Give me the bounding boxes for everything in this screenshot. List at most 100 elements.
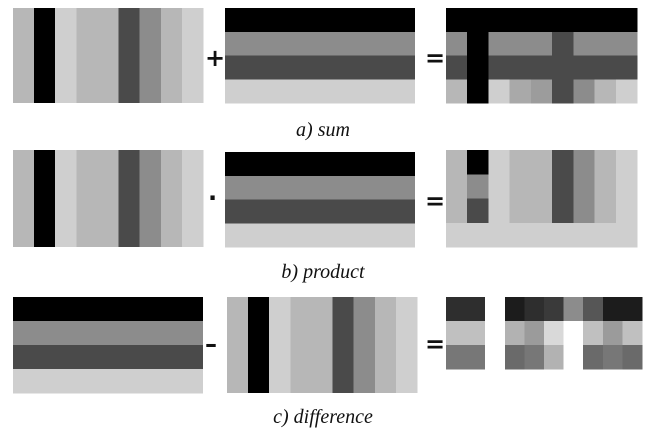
sum-result-cell-0-8: [615, 8, 638, 33]
product-result-cell-2-5: [552, 198, 574, 224]
product-result-cell-1-8: [615, 174, 638, 199]
product-result-cell-2-3: [509, 198, 532, 224]
difference-mid-stripe-7: [374, 297, 397, 393]
product-caption: b) product: [281, 261, 365, 283]
sum-result-cell-2-8: [615, 55, 638, 80]
sum-result-cell-0-0: [446, 8, 468, 33]
product-result-cell-3-7: [594, 222, 617, 248]
difference-result-cell-0-9: [622, 297, 643, 322]
sum-result-cell-1-6: [573, 31, 596, 56]
product-vertical-stripes-panel: [13, 150, 204, 247]
sum-result-cell-0-6: [573, 8, 596, 33]
product-result-panel: [446, 150, 638, 248]
difference-operator: –: [205, 330, 217, 358]
sum-result-cell-2-6: [573, 55, 596, 80]
difference-result-cell-1-8: [602, 321, 623, 346]
difference-result-cell-2-6: [563, 345, 584, 370]
difference-result-cell-1-3: [504, 321, 525, 346]
sum-result-cell-2-3: [509, 55, 532, 80]
sum-result-cell-3-6: [573, 79, 596, 104]
product-mid-band-3: [225, 223, 415, 248]
product-result-cell-2-2: [488, 198, 511, 224]
sum-result-panel: [446, 8, 638, 104]
product-result-cell-2-0: [446, 198, 468, 224]
difference-result-cell-0-1: [465, 297, 486, 322]
difference-mid-stripe-6: [353, 297, 376, 393]
row-sum: + = a) sum: [13, 8, 638, 141]
difference-left-band-0: [13, 297, 203, 322]
difference-equals: =: [425, 330, 445, 358]
difference-result-cell-0-3: [504, 297, 525, 322]
product-result-cell-0-7: [594, 150, 617, 175]
product-result-cell-3-0: [446, 222, 468, 248]
sum-result-cell-0-1: [467, 8, 489, 33]
product-left-stripe-8: [181, 150, 204, 247]
product-result-cell-3-4: [530, 222, 553, 248]
difference-result-cell-0-2: [485, 297, 506, 322]
sum-result-cell-0-2: [488, 8, 511, 33]
difference-result-cell-2-1: [465, 345, 486, 370]
product-result-cell-1-2: [488, 174, 511, 199]
product-result-cell-0-4: [530, 150, 553, 175]
sum-result-cell-1-3: [509, 31, 532, 56]
difference-result-cell-1-0: [446, 321, 467, 346]
sum-result-cell-0-7: [594, 8, 617, 33]
sum-mid-band-1: [225, 31, 415, 56]
sum-result-cell-3-8: [615, 79, 638, 104]
product-mid-band-1: [225, 175, 415, 200]
difference-result-cell-0-0: [446, 297, 467, 322]
sum-result-cell-3-5: [552, 79, 574, 104]
sum-mid-band-2: [225, 55, 415, 80]
product-result-cell-3-6: [573, 222, 596, 248]
difference-result-cell-1-1: [465, 321, 486, 346]
difference-left-band-1: [13, 321, 203, 346]
product-result-cell-2-7: [594, 198, 617, 224]
sum-mid-band-0: [225, 8, 415, 33]
sum-result-cell-0-5: [552, 8, 574, 33]
product-result-cell-3-2: [488, 222, 511, 248]
sum-result-cell-1-8: [615, 31, 638, 56]
product-result-cell-2-1: [467, 198, 489, 224]
sum-horizontal-stripes-panel: [225, 8, 415, 104]
product-horizontal-stripes-panel: [225, 152, 415, 248]
difference-result-cell-0-5: [544, 297, 565, 322]
difference-left-band-2: [13, 345, 203, 370]
difference-result-cell-2-3: [504, 345, 525, 370]
difference-mid-stripe-8: [395, 297, 418, 393]
product-result-cell-0-0: [446, 150, 468, 175]
sum-result-cell-3-1: [467, 79, 489, 104]
product-left-stripe-6: [139, 150, 162, 247]
sum-result-cell-2-5: [552, 55, 574, 80]
product-result-cell-0-2: [488, 150, 511, 175]
product-result-cell-1-3: [509, 174, 532, 199]
product-result-cell-2-8: [615, 198, 638, 224]
difference-mid-stripe-0: [227, 297, 249, 393]
sum-result-cell-2-0: [446, 55, 468, 80]
sum-left-stripe-3: [76, 8, 98, 103]
sum-result-cell-1-5: [552, 31, 574, 56]
difference-mid-stripe-5: [332, 297, 355, 393]
product-result-cell-1-7: [594, 174, 617, 199]
sum-result-cell-3-0: [446, 79, 468, 104]
product-result-cell-0-1: [467, 150, 489, 175]
sum-result-cell-3-3: [509, 79, 532, 104]
sum-result-cell-3-7: [594, 79, 617, 104]
product-mid-band-2: [225, 199, 415, 224]
product-result-cell-0-8: [615, 150, 638, 175]
difference-result-cell-2-0: [446, 345, 467, 370]
sum-equals: =: [425, 44, 445, 72]
product-result-cell-0-3: [509, 150, 532, 175]
sum-result-cell-2-2: [488, 55, 511, 80]
sum-left-stripe-1: [34, 8, 56, 103]
product-result-cell-1-6: [573, 174, 596, 199]
sum-result-cell-0-4: [530, 8, 553, 33]
product-equals: =: [425, 187, 445, 215]
difference-result-cell-1-9: [622, 321, 643, 346]
difference-mid-stripe-4: [311, 297, 334, 393]
product-operator: ·: [208, 184, 217, 212]
sum-result-cell-2-4: [530, 55, 553, 80]
product-result-cell-3-1: [467, 222, 489, 248]
product-left-stripe-5: [118, 150, 141, 247]
product-result-cell-1-4: [530, 174, 553, 199]
